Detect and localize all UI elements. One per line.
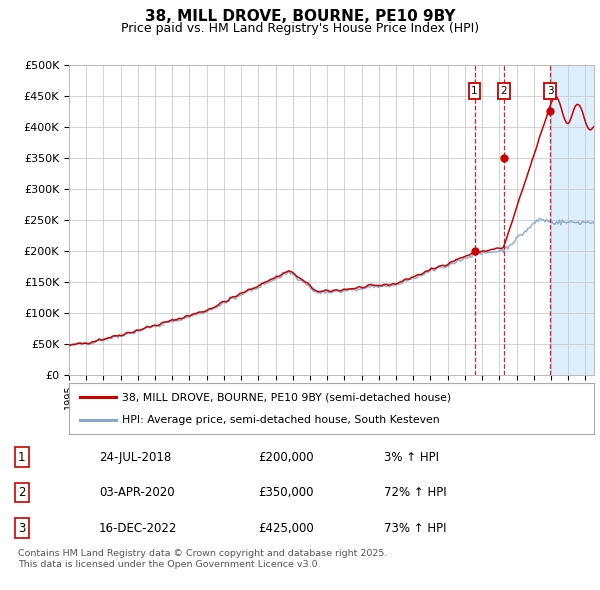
Text: 1: 1 — [471, 86, 478, 96]
Text: 72% ↑ HPI: 72% ↑ HPI — [384, 486, 446, 499]
Text: 3% ↑ HPI: 3% ↑ HPI — [384, 451, 439, 464]
Text: This data is licensed under the Open Government Licence v3.0.: This data is licensed under the Open Gov… — [18, 560, 320, 569]
Text: £200,000: £200,000 — [258, 451, 314, 464]
Text: 2: 2 — [18, 486, 25, 499]
Text: Price paid vs. HM Land Registry's House Price Index (HPI): Price paid vs. HM Land Registry's House … — [121, 22, 479, 35]
Text: HPI: Average price, semi-detached house, South Kesteven: HPI: Average price, semi-detached house,… — [121, 415, 439, 425]
Text: £350,000: £350,000 — [258, 486, 314, 499]
Text: 16-DEC-2022: 16-DEC-2022 — [99, 522, 178, 535]
Text: 24-JUL-2018: 24-JUL-2018 — [99, 451, 171, 464]
Text: 2: 2 — [500, 86, 507, 96]
Text: Contains HM Land Registry data © Crown copyright and database right 2025.: Contains HM Land Registry data © Crown c… — [18, 549, 388, 558]
Bar — [550, 65, 594, 375]
Text: 03-APR-2020: 03-APR-2020 — [99, 486, 175, 499]
Text: 3: 3 — [18, 522, 25, 535]
Text: 1: 1 — [18, 451, 25, 464]
Text: 73% ↑ HPI: 73% ↑ HPI — [384, 522, 446, 535]
Text: 38, MILL DROVE, BOURNE, PE10 9BY: 38, MILL DROVE, BOURNE, PE10 9BY — [145, 9, 455, 24]
Text: 38, MILL DROVE, BOURNE, PE10 9BY (semi-detached house): 38, MILL DROVE, BOURNE, PE10 9BY (semi-d… — [121, 392, 451, 402]
Text: £425,000: £425,000 — [258, 522, 314, 535]
Text: 3: 3 — [547, 86, 554, 96]
